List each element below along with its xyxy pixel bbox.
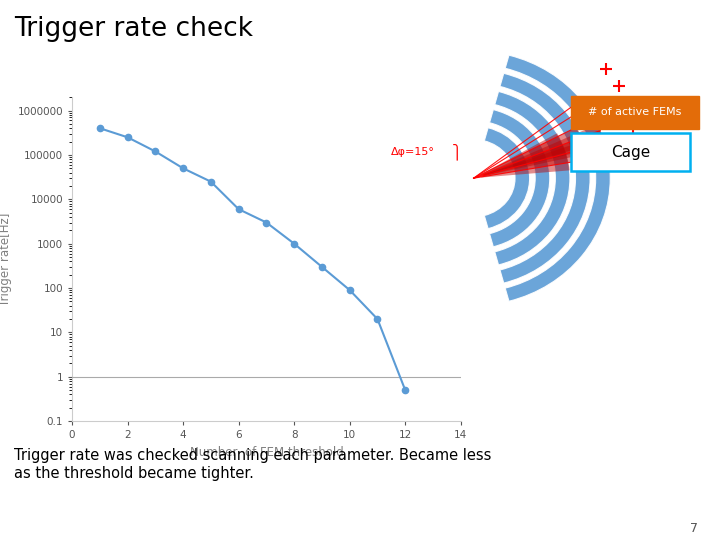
Text: ⎫: ⎫: [451, 144, 462, 160]
Wedge shape: [480, 133, 570, 178]
FancyBboxPatch shape: [571, 133, 690, 171]
Wedge shape: [484, 134, 604, 175]
Text: Δφ=15°: Δφ=15°: [390, 147, 434, 157]
Text: # of active FEMs: # of active FEMs: [588, 107, 682, 117]
Text: 7: 7: [690, 522, 698, 535]
Wedge shape: [485, 128, 530, 228]
Text: Trigger rate check: Trigger rate check: [14, 16, 253, 42]
X-axis label: Number  of FEM threshold: Number of FEM threshold: [189, 446, 343, 459]
Wedge shape: [500, 73, 590, 283]
Wedge shape: [482, 127, 588, 177]
FancyBboxPatch shape: [571, 96, 698, 129]
Text: Trigger rate was checked scanning each parameter. Became less
as the threshold b: Trigger rate was checked scanning each p…: [14, 448, 492, 481]
Y-axis label: Trigger rate[Hz]: Trigger rate[Hz]: [0, 213, 12, 306]
Wedge shape: [505, 55, 611, 301]
Wedge shape: [484, 124, 607, 176]
Text: Cage: Cage: [611, 145, 650, 160]
Wedge shape: [490, 110, 550, 247]
Wedge shape: [495, 91, 570, 265]
Wedge shape: [484, 131, 606, 176]
